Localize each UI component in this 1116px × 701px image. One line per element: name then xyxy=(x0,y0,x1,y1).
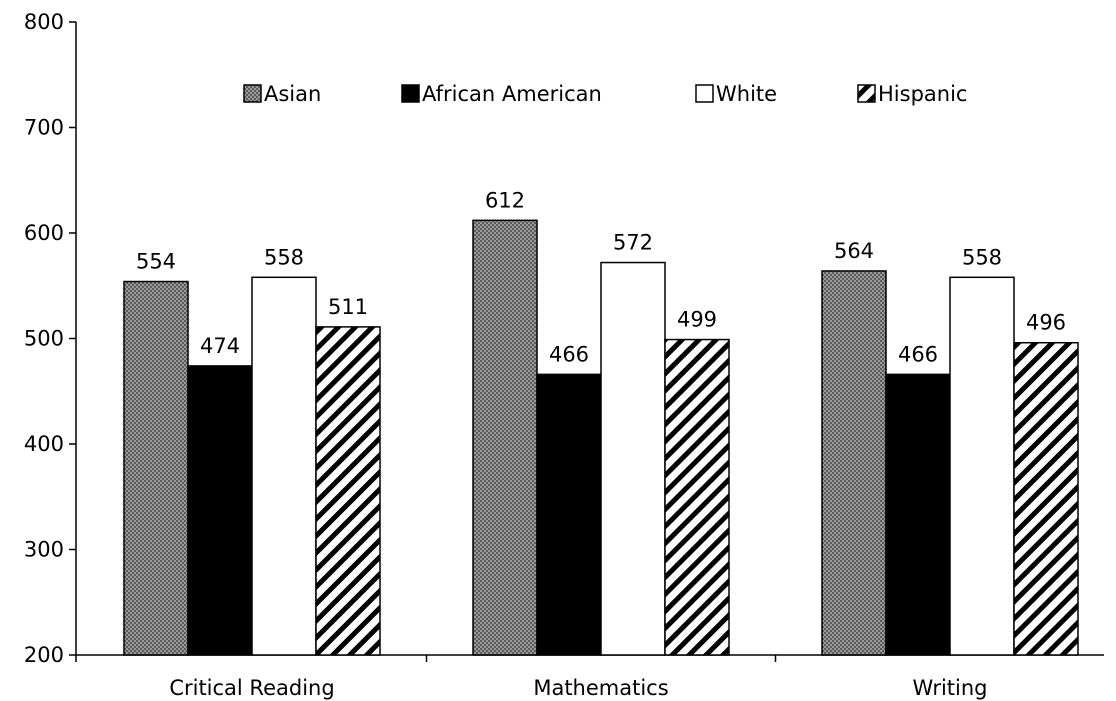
legend-item: African American xyxy=(401,82,602,106)
y-tick-label: 400 xyxy=(24,432,64,456)
y-tick-label: 600 xyxy=(24,221,64,245)
bar xyxy=(251,276,317,656)
data-label: 499 xyxy=(677,308,717,332)
bar xyxy=(1013,341,1079,656)
bar xyxy=(821,270,887,656)
data-label: 572 xyxy=(613,231,653,255)
legend-label: White xyxy=(716,82,777,106)
legend-item: Hispanic xyxy=(857,82,967,106)
y-tick-label: 700 xyxy=(24,116,64,140)
y-tick-label: 200 xyxy=(24,643,64,667)
bar xyxy=(123,280,189,656)
legend: Asian African American White Hispanic xyxy=(243,82,967,106)
bars xyxy=(123,219,1079,656)
x-tick-label: Critical Reading xyxy=(169,676,334,700)
legend-label: African American xyxy=(422,82,602,106)
x-tick-label: Writing xyxy=(913,676,988,700)
legend-item: Asian xyxy=(243,82,321,106)
y-tick-label: 500 xyxy=(24,327,64,351)
x-tick-label: Mathematics xyxy=(533,676,668,700)
bar xyxy=(472,219,538,656)
bar xyxy=(315,326,381,656)
data-label: 466 xyxy=(549,342,589,366)
data-label: 474 xyxy=(200,334,240,358)
legend-label: Asian xyxy=(264,82,321,106)
legend-swatch xyxy=(401,84,420,103)
data-label: 554 xyxy=(136,250,176,274)
y-tick-label: 800 xyxy=(24,10,64,34)
legend-swatch xyxy=(695,84,714,103)
y-tick-label: 300 xyxy=(24,538,64,562)
data-label: 511 xyxy=(328,295,368,319)
data-label: 558 xyxy=(264,245,304,269)
bar xyxy=(187,365,253,656)
bar xyxy=(536,373,602,656)
value-labels: 554 474 558 511 612 466 572 499 564 466 558 496 xyxy=(136,188,1066,366)
legend-item: White xyxy=(695,82,777,106)
legend-label: Hispanic xyxy=(878,82,967,106)
legend-swatch xyxy=(857,84,876,103)
bar xyxy=(664,338,730,656)
data-label: 466 xyxy=(898,342,938,366)
data-label: 558 xyxy=(962,245,1002,269)
bar xyxy=(600,261,666,656)
data-label: 612 xyxy=(485,188,525,212)
bar xyxy=(885,373,951,656)
legend-swatch xyxy=(243,84,262,103)
bar xyxy=(949,276,1015,656)
axes: 200 300 400 500 600 700 800 Critical Reading Mat… xyxy=(24,10,1104,700)
data-label: 496 xyxy=(1026,311,1066,335)
data-label: 564 xyxy=(834,239,874,263)
